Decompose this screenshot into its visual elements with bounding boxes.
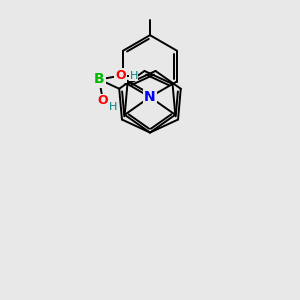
Text: O: O xyxy=(115,69,126,82)
Text: B: B xyxy=(94,72,104,86)
Text: N: N xyxy=(144,90,156,104)
Text: O: O xyxy=(98,94,108,107)
Text: H: H xyxy=(130,71,138,81)
Text: H: H xyxy=(109,102,117,112)
